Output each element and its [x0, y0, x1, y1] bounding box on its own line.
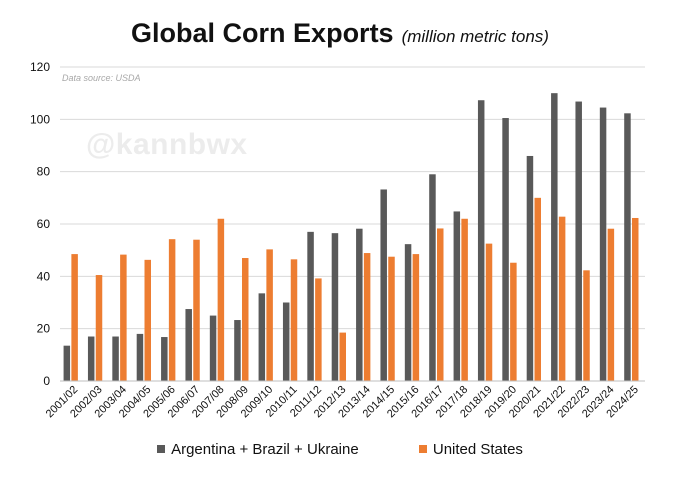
y-tick-label: 20 [37, 322, 51, 336]
bar-united-states [412, 254, 420, 381]
bar-united-states [607, 228, 615, 381]
legend-label: Argentina + Brazil + Ukraine [171, 441, 359, 458]
y-tick-label: 100 [30, 112, 50, 126]
legend-label: United States [432, 441, 523, 458]
bar-united-states [632, 217, 639, 381]
y-tick-label: 120 [30, 60, 50, 74]
y-axis-ticks: 0 20 40 60 80 100 120 [30, 60, 50, 388]
legend-item-united-states: United States [418, 441, 523, 458]
bar-argentina-brazil-ukraine [307, 231, 314, 381]
legend-swatch-icon [157, 445, 166, 453]
bar-argentina-brazil-ukraine [599, 107, 607, 381]
bar-argentina-brazil-ukraine [429, 174, 436, 381]
bar-united-states [485, 243, 493, 381]
bar-argentina-brazil-ukraine [234, 320, 241, 381]
bar-united-states [144, 259, 151, 381]
legend: Argentina + Brazil + Ukraine United Stat… [0, 441, 680, 458]
gridlines [60, 66, 645, 330]
bar-argentina-brazil-ukraine [380, 189, 387, 381]
bar-argentina-brazil-ukraine [624, 113, 631, 381]
chart-title-group: Global Corn Exports (million metric tons) [0, 18, 680, 49]
legend-swatch-icon [418, 445, 427, 453]
bar-argentina-brazil-ukraine [331, 233, 339, 381]
bars [63, 93, 639, 382]
bar-united-states [534, 197, 541, 381]
bar-united-states [217, 218, 225, 381]
data-source-note: Data source: USDA [62, 73, 141, 83]
bar-argentina-brazil-ukraine [575, 101, 582, 381]
chart-title: Global Corn Exports [131, 18, 394, 48]
bar-united-states [558, 216, 566, 381]
bar-argentina-brazil-ukraine [551, 93, 558, 382]
bar-argentina-brazil-ukraine [161, 337, 168, 381]
bar-argentina-brazil-ukraine [112, 336, 119, 381]
bar-argentina-brazil-ukraine [453, 211, 461, 381]
y-tick-label: 0 [43, 374, 50, 388]
bar-united-states [266, 249, 273, 381]
legend-item-argentina-brazil-ukraine: Argentina + Brazil + Ukraine [157, 441, 359, 458]
bar-argentina-brazil-ukraine [526, 155, 534, 381]
bar-argentina-brazil-ukraine [136, 333, 144, 381]
bar-argentina-brazil-ukraine [404, 244, 412, 381]
bar-argentina-brazil-ukraine [282, 302, 290, 381]
bar-united-states [168, 239, 176, 381]
bar-argentina-brazil-ukraine [63, 345, 71, 381]
bar-argentina-brazil-ukraine [209, 315, 217, 381]
bar-united-states [242, 258, 249, 381]
bar-united-states [95, 275, 103, 381]
bar-united-states [315, 278, 322, 381]
bar-argentina-brazil-ukraine [87, 336, 95, 381]
bar-united-states [71, 254, 78, 381]
bar-united-states [510, 262, 517, 381]
y-tick-label: 40 [37, 269, 51, 283]
x-axis-ticks: 2001/022002/032003/042004/052005/062006/… [44, 384, 641, 421]
bar-argentina-brazil-ukraine [502, 118, 509, 382]
watermark: @kannbwx [86, 128, 248, 161]
bar-argentina-brazil-ukraine [356, 228, 363, 381]
chart-subtitle: (million metric tons) [401, 27, 549, 46]
bar-united-states [363, 253, 371, 381]
bar-united-states [461, 218, 468, 381]
bar-argentina-brazil-ukraine [258, 293, 266, 381]
y-tick-label: 60 [37, 217, 51, 231]
bar-united-states [290, 259, 298, 381]
bar-united-states [437, 228, 444, 381]
bar-united-states [120, 254, 127, 381]
bar-united-states [388, 256, 395, 381]
bar-united-states [339, 332, 346, 381]
y-tick-label: 80 [37, 165, 51, 179]
bar-argentina-brazil-ukraine [477, 100, 485, 382]
bar-united-states [193, 239, 200, 381]
bar-argentina-brazil-ukraine [185, 309, 192, 381]
bar-united-states [583, 270, 590, 381]
